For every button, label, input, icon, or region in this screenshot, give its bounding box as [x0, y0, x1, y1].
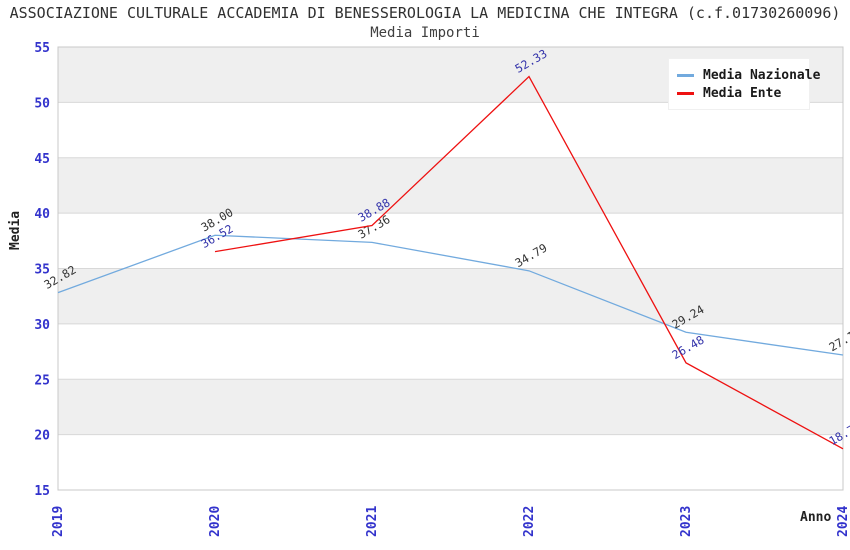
x-tick-label: 2021 — [365, 506, 380, 537]
grid-band — [58, 157, 843, 214]
y-tick-label: 35 — [34, 263, 50, 278]
y-tick-label: 15 — [34, 484, 50, 499]
chart-legend: Media Nazionale Media Ente — [668, 58, 820, 110]
chart-subtitle: Media Importi — [370, 25, 480, 41]
data-label: 34.79 — [513, 241, 550, 270]
series-line-1 — [214, 75, 844, 450]
x-tick-label: 2019 — [51, 506, 66, 537]
legend-item-media-ente: Media Ente — [677, 84, 801, 102]
x-tick-label: 2023 — [679, 506, 694, 537]
legend-item-media-nazionale: Media Nazionale — [677, 66, 820, 84]
y-tick-label: 45 — [34, 152, 50, 167]
data-label: 27.19 — [827, 325, 850, 354]
plot-border — [57, 46, 844, 491]
grid-band — [58, 268, 843, 324]
x-tick-label: 2024 — [836, 506, 850, 537]
y-tick-label: 55 — [34, 41, 50, 56]
chart-title: ASSOCIAZIONE CULTURALE ACCADEMIA DI BENE… — [9, 4, 841, 22]
y-tick-label: 25 — [34, 373, 50, 388]
legend-label-media-nazionale: Media Nazionale — [703, 67, 821, 83]
x-axis-title: Anno — [800, 510, 832, 525]
y-tick-label: 50 — [34, 96, 50, 111]
grid-band — [58, 379, 843, 435]
media-nazionale-line-swatch-icon — [677, 73, 694, 77]
data-label: 26.48 — [670, 333, 707, 362]
y-tick-label: 40 — [34, 207, 50, 222]
series-line-0 — [57, 234, 844, 356]
x-tick-label: 2022 — [522, 506, 537, 537]
y-tick-label: 20 — [34, 429, 50, 444]
legend-label-media-ente: Media Ente — [703, 85, 782, 101]
y-tick-label: 30 — [34, 318, 50, 333]
x-tick-label: 2020 — [208, 506, 223, 537]
media-ente-line-swatch-icon — [677, 91, 694, 95]
